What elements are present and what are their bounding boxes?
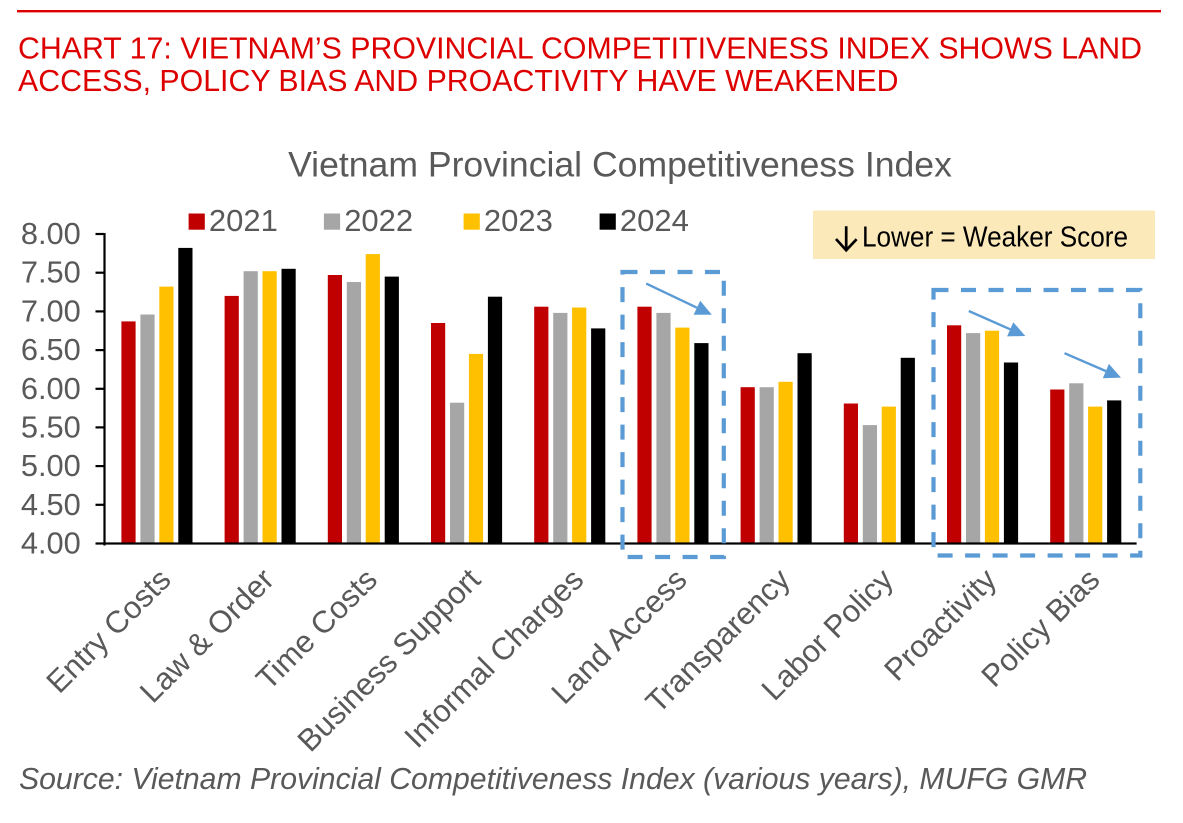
svg-text:5.50: 5.50 <box>21 409 81 444</box>
svg-text:7.50: 7.50 <box>21 255 81 290</box>
svg-text:4.50: 4.50 <box>21 487 81 522</box>
svg-text:2024: 2024 <box>620 203 689 238</box>
svg-text:2022: 2022 <box>344 203 413 238</box>
svg-text:Vietnam Provincial Competitive: Vietnam Provincial Competitiveness Index <box>288 144 952 184</box>
svg-text:5.00: 5.00 <box>21 448 81 483</box>
svg-text:Source: Vietnam Provincial Com: Source: Vietnam Provincial Competitivene… <box>19 763 1087 796</box>
svg-text:8.00: 8.00 <box>21 216 81 251</box>
svg-text:2021: 2021 <box>209 203 278 238</box>
svg-text:7.00: 7.00 <box>21 293 81 328</box>
svg-text:6.50: 6.50 <box>21 332 81 367</box>
svg-text:2023: 2023 <box>484 203 553 238</box>
svg-text:6.00: 6.00 <box>21 371 81 406</box>
svg-text:Lower = Weaker Score: Lower = Weaker Score <box>862 222 1128 254</box>
svg-text:4.00: 4.00 <box>21 526 81 561</box>
svg-text:CHART 17: VIETNAM’S PROVINCIAL: CHART 17: VIETNAM’S PROVINCIAL COMPETITI… <box>18 33 1142 66</box>
svg-text:ACCESS, POLICY BIAS AND PROACT: ACCESS, POLICY BIAS AND PROACTIVITY HAVE… <box>18 65 899 98</box>
